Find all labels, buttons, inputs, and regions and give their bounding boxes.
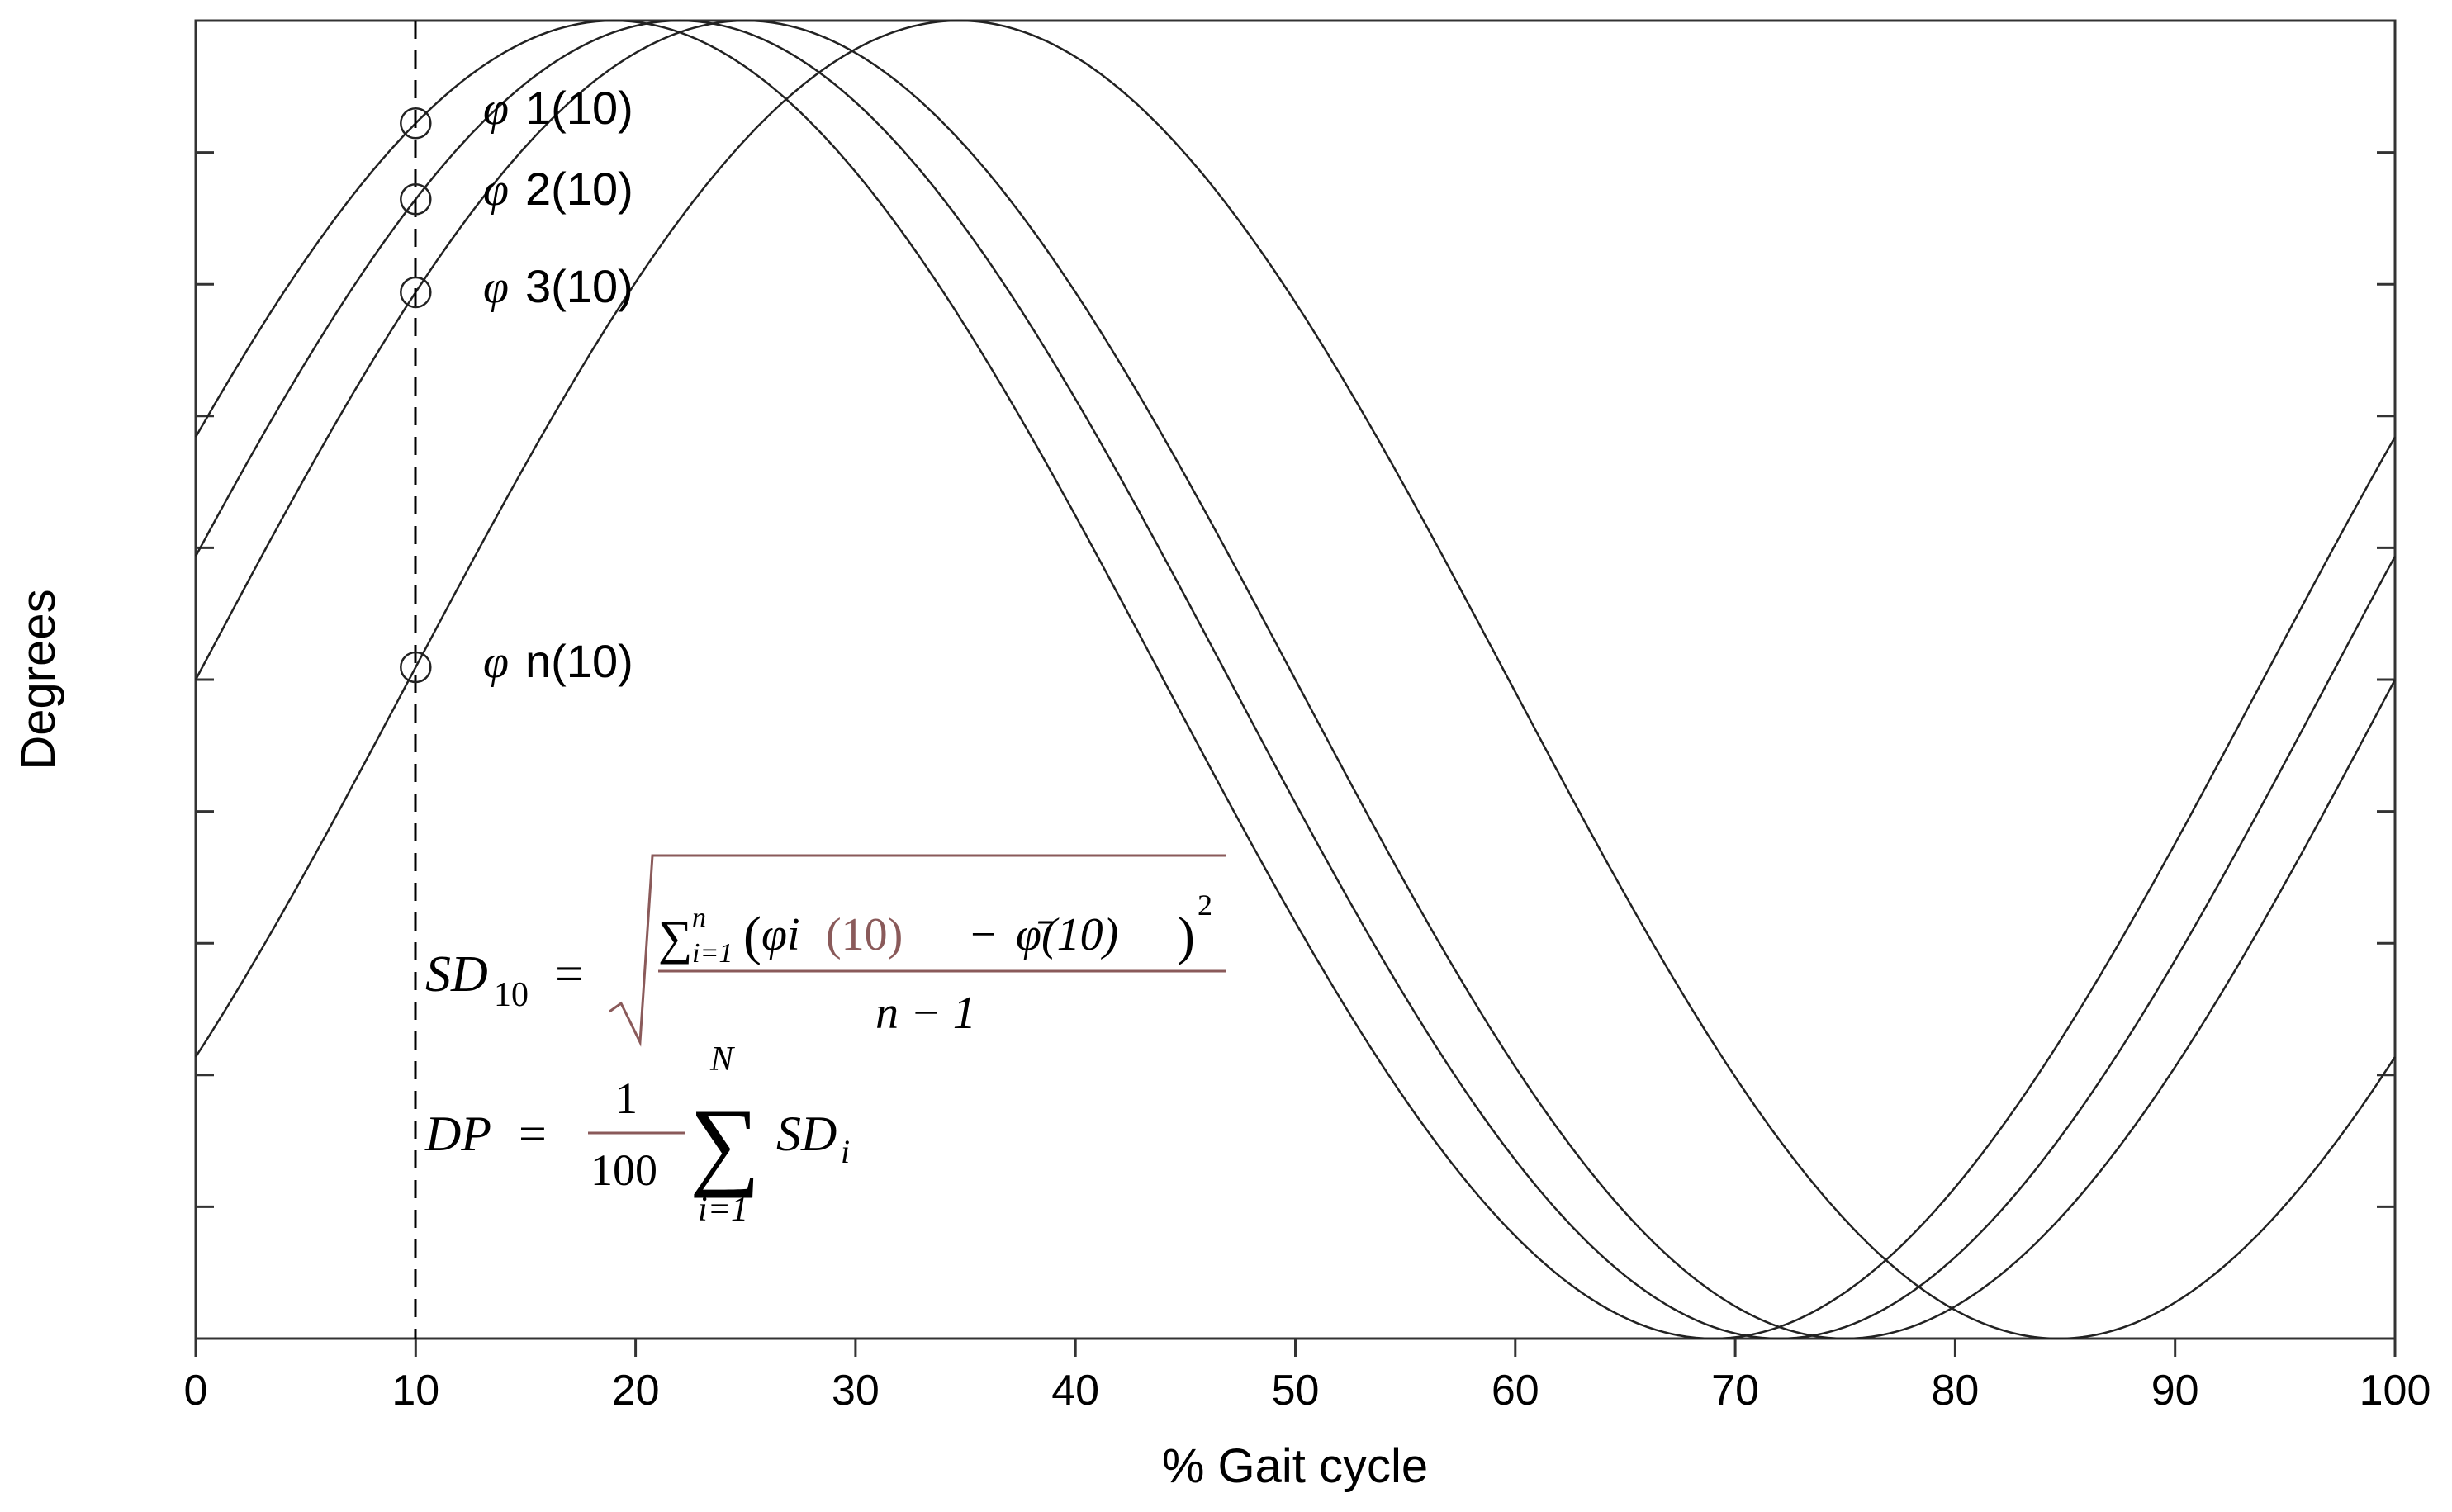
dp-lhs: DP [424, 1107, 491, 1161]
sd-lhs-sub: 10 [494, 976, 529, 1014]
sd-equals: = [555, 946, 584, 1002]
sd-close-paren: ) [1177, 906, 1195, 966]
x-tick-label: 90 [2151, 1367, 2199, 1415]
x-tick-label: 10 [391, 1367, 439, 1415]
x-axis-label: % Gait cycle [1162, 1439, 1428, 1493]
x-tick-label: 30 [832, 1367, 880, 1415]
annotation-phi1: φ 1(10) [483, 82, 633, 135]
dp-formula: DP = 1 100 ∑ N i=1 SD i [424, 1040, 850, 1229]
annotation-text-1: 1(10) [525, 82, 633, 134]
sd-open-paren: ( [743, 906, 761, 966]
sd-square: 2 [1198, 889, 1212, 922]
sd-lhs: SD [425, 946, 488, 1002]
sd-minus: − [970, 909, 997, 960]
y-axis-label: Degrees [12, 589, 65, 770]
series-line-4 [194, 19, 2397, 1340]
sd-phi-bar: φ̄(10) [1016, 909, 1118, 960]
sd-sum-symbol: ∑ [658, 911, 692, 965]
x-tick-label: 80 [1931, 1367, 1979, 1415]
series-line-2 [194, 19, 2397, 1340]
phi-symbol-2: φ [483, 164, 509, 216]
annotation-phin: φ n(10) [483, 635, 633, 688]
dp-sum-symbol: ∑ [690, 1088, 761, 1198]
x-ticks: 0 10 20 30 40 50 60 70 80 90 100 [184, 1339, 2431, 1415]
series-line-3 [194, 19, 2397, 1340]
x-tick-label: 50 [1272, 1367, 1320, 1415]
marker-circle-2 [400, 183, 432, 216]
x-tick-label: 0 [184, 1367, 208, 1415]
dp-term: SD [776, 1107, 837, 1161]
dp-sum-sup: N [709, 1040, 735, 1078]
annotation-text-n: n(10) [525, 635, 633, 687]
dp-frac-num: 1 [615, 1074, 638, 1123]
annotation-text-3: 3(10) [525, 260, 633, 312]
sd-sum-sup: n [692, 903, 706, 933]
dp-term-sub: i [841, 1133, 850, 1170]
x-tick-label: 20 [612, 1367, 660, 1415]
sqrt-sign [609, 854, 1226, 1047]
annotation-phi3: φ 3(10) [483, 260, 633, 313]
markers [400, 107, 432, 684]
sd-term-10: (10) [826, 909, 903, 960]
marker-circle-4 [400, 651, 432, 684]
marker-circle-3 [400, 276, 432, 309]
x-tick-label: 60 [1492, 1367, 1539, 1415]
annotation-phi2: φ 2(10) [483, 163, 633, 216]
x-tick-label: 70 [1711, 1367, 1759, 1415]
curves [194, 19, 2397, 1340]
phi-symbol-1: φ [483, 83, 509, 135]
y-ticks [196, 19, 2395, 1340]
phi-symbol-3: φ [483, 262, 509, 313]
sd-formula: SD 10 = ∑ n i=1 ( φi (10) − φ̄(10) ) 2 n… [425, 854, 1226, 1047]
x-tick-label: 40 [1051, 1367, 1099, 1415]
dp-frac-den: 100 [590, 1145, 657, 1195]
sd-sum-sub: i=1 [692, 938, 733, 969]
sd-phi-i: φi [761, 909, 800, 960]
sd-denominator: n − 1 [875, 988, 976, 1039]
phi-symbol-n: φ [483, 637, 509, 688]
dp-sum-sub: i=1 [698, 1191, 748, 1229]
annotation-text-2: 2(10) [525, 163, 633, 215]
dp-equals: = [519, 1107, 547, 1161]
series-line-1 [194, 19, 2397, 1340]
x-tick-label: 100 [2360, 1367, 2431, 1415]
marker-circle-1 [400, 107, 432, 140]
